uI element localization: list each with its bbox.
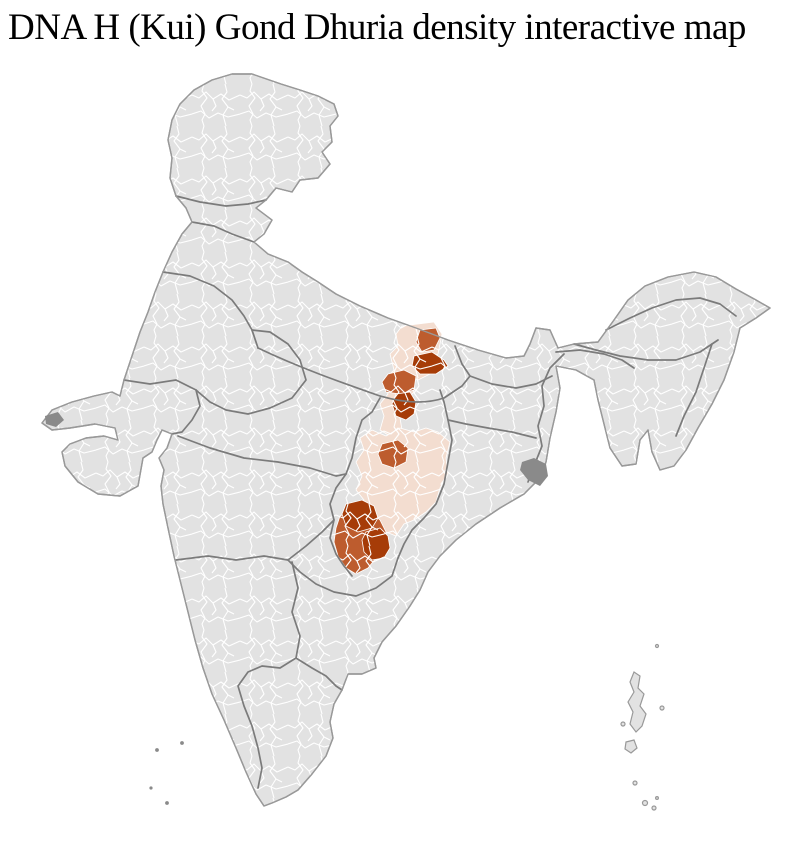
lakshadweep-islands[interactable]	[149, 741, 184, 805]
sundarbans-patch	[520, 458, 548, 486]
andaman-main-island[interactable]	[627, 671, 647, 733]
kutch-creek-patch	[45, 412, 64, 427]
district-boundaries	[42, 74, 770, 806]
marsh-patches	[45, 412, 548, 486]
page-title: DNA H (Kui) Gond Dhuria density interact…	[8, 7, 746, 48]
state-borders	[123, 195, 737, 789]
andaman-nicobar-islands[interactable]	[620, 643, 665, 811]
